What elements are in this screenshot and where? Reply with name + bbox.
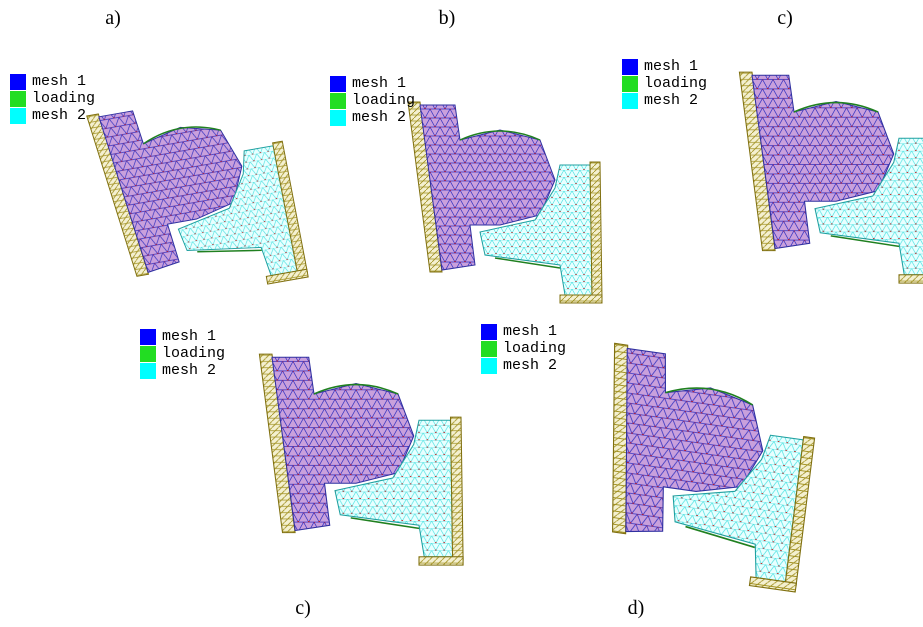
legend-label: mesh 2 (32, 107, 86, 124)
legend-label: mesh 1 (352, 75, 406, 92)
legend-swatch (140, 346, 156, 362)
legend-swatch (622, 59, 638, 75)
legend-swatch (10, 108, 26, 124)
panel-label: d) (628, 597, 645, 619)
legend-swatch (330, 76, 346, 92)
legend-swatch (330, 93, 346, 109)
legend-label: mesh 1 (503, 323, 557, 340)
legend-label: mesh 2 (644, 92, 698, 109)
legend-swatch (481, 358, 497, 374)
mesh-model (87, 83, 308, 310)
panel-label: b) (439, 7, 456, 29)
legend-swatch (622, 93, 638, 109)
legend-swatch (10, 91, 26, 107)
legend-label: loading (352, 92, 415, 109)
legend-label: mesh 1 (162, 328, 216, 345)
legend-label: loading (162, 345, 225, 362)
legend-swatch (622, 76, 638, 92)
legend-label: mesh 2 (503, 357, 557, 374)
legend-swatch (481, 341, 497, 357)
legend-label: loading (32, 90, 95, 107)
mesh-model (408, 102, 602, 303)
legend-label: mesh 2 (162, 362, 216, 379)
legend-swatch (10, 74, 26, 90)
legend-label: loading (503, 340, 566, 357)
legend-swatch (481, 324, 497, 340)
legend-label: loading (644, 75, 707, 92)
panel-label: c) (295, 597, 311, 619)
legend-swatch (140, 363, 156, 379)
figure: a)mesh 1loadingmesh 2b)mesh 1loadingmesh… (0, 0, 923, 627)
mesh-model (584, 343, 826, 592)
legend-label: mesh 1 (644, 58, 698, 75)
legend-swatch (330, 110, 346, 126)
mesh-model (739, 72, 923, 283)
panel-label: c) (777, 7, 793, 29)
legend-label: mesh 1 (32, 73, 86, 90)
legend-swatch (140, 329, 156, 345)
legend-label: mesh 2 (352, 109, 406, 126)
panel-label: a) (105, 7, 121, 29)
mesh-model (259, 354, 463, 565)
